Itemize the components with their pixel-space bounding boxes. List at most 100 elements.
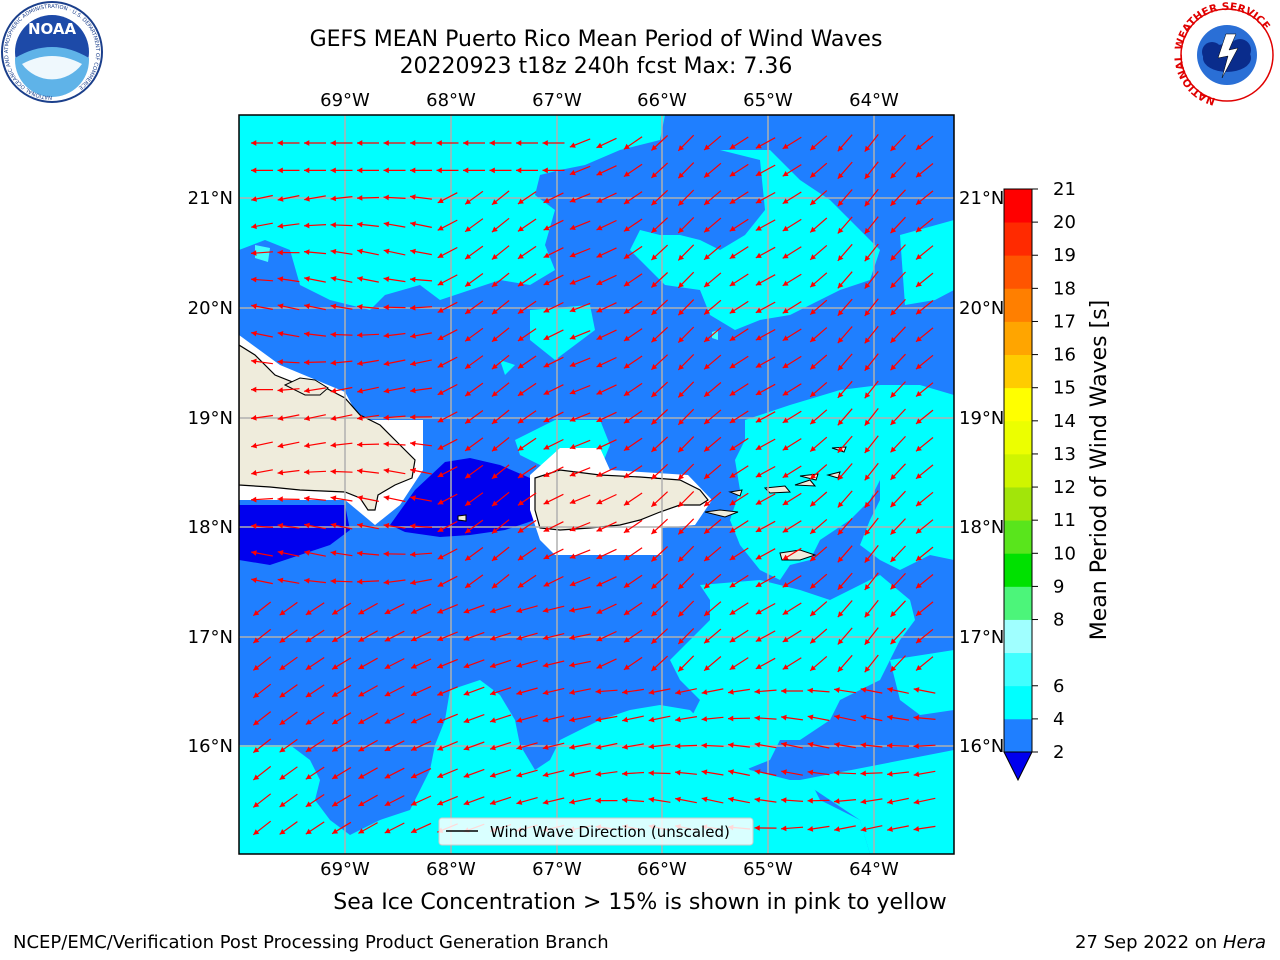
wind-wave-arrowhead [754,797,761,803]
wind-wave-arrowhead [517,390,524,396]
wind-wave-arrowhead [384,636,391,642]
wind-wave-arrowhead [810,144,816,151]
wind-wave-arrowhead [463,635,470,641]
wind-wave-arrowhead [358,636,365,642]
wind-wave-arrowhead [890,665,897,672]
lon-tick-bottom: 68°W [426,859,476,880]
wind-wave-arrowhead [465,555,472,561]
wind-wave-arrowhead [542,662,549,668]
wind-wave-arrowhead [491,363,498,370]
wind-wave-arrowhead [358,609,365,615]
wind-wave-arrowhead [410,167,416,174]
wind-wave-arrowhead [357,522,363,529]
wind-wave-arrowhead [913,771,920,777]
wind-wave-arrowhead [543,471,550,477]
wind-wave-arrowhead [517,554,524,561]
wind-wave-arrowhead [437,608,444,614]
wind-wave-arrowhead [277,303,284,309]
wind-wave-arrowhead [916,665,922,671]
wind-wave-arrowhead [465,527,472,534]
wind-wave-arrowhead [383,194,389,201]
wind-wave-arrowhead [596,471,603,477]
colorbar-swatch [1004,222,1032,256]
wind-wave-arrowhead [675,743,681,749]
wind-wave-arrowhead [463,717,470,724]
wind-wave-arrowhead [837,227,844,234]
wind-wave-arrowhead [704,281,710,288]
wind-wave-arrowhead [490,744,496,751]
wind-wave-arrowhead [410,440,416,447]
wind-wave-arrowhead [542,799,549,805]
wind-wave-arrowhead [251,386,257,393]
wind-wave-arrowhead [491,582,498,589]
wind-wave-arrowhead [465,226,472,232]
wind-wave-arrowhead [782,143,789,149]
wind-wave-arrowhead [623,527,630,533]
wind-wave-arrowhead [358,800,365,806]
wind-wave-arrowhead [463,608,470,614]
wind-wave-arrowhead [837,255,844,261]
wind-wave-arrowhead [436,167,442,174]
wind-wave-arrowhead [916,226,922,233]
wind-wave-arrowhead [569,252,576,258]
wind-wave-arrowhead [437,389,444,395]
nws-logo-icon: NATIONAL WEATHER SERVICE [1173,1,1274,107]
wind-wave-arrowhead [357,304,363,310]
wind-wave-arrowhead [834,826,840,832]
lat-tick-left: 21°N [188,188,233,209]
wind-wave-arrowhead [543,526,550,532]
lat-tick-right: 16°N [959,736,1004,757]
wind-wave-arrowhead [916,144,922,150]
wind-wave-arrowhead [330,387,337,394]
wind-wave-arrowhead [890,501,897,508]
wind-wave-arrowhead [251,358,257,365]
wind-wave-arrowhead [837,145,844,152]
wind-wave-arrowhead [330,195,337,202]
wind-wave-arrowhead [704,473,710,479]
wind-wave-arrowhead [782,554,789,560]
wind-wave-arrowhead [332,828,339,834]
wind-wave-arrowhead [516,689,523,696]
wind-wave-arrowhead [890,254,897,261]
host-name: Hera [1222,932,1266,953]
wind-wave-arrowhead [864,200,871,207]
wind-wave-arrowhead [517,198,524,204]
wind-wave-arrowhead [463,140,469,146]
wind-wave-arrowhead [623,226,630,232]
wind-wave-arrowhead [887,771,893,777]
wind-wave-arrowhead [330,248,337,255]
colorbar-tick-label: 9 [1053,576,1064,597]
wind-wave-arrowhead [251,250,257,256]
lon-tick-top: 69°W [320,90,370,111]
period-6-7s-regions [255,245,718,340]
wind-wave-arrowhead [596,416,603,422]
wind-wave-arrowhead [704,363,710,370]
wind-wave-arrowhead [810,199,816,205]
colorbar-tick-label: 21 [1053,179,1076,200]
colorbar-tick-label: 16 [1053,345,1076,366]
wind-wave-arrowhead [596,444,603,450]
wind-wave-arrowhead [305,609,312,615]
wind-wave-arrowhead [916,500,922,507]
wind-wave-arrowhead [916,391,922,397]
wind-wave-arrowhead [277,415,284,421]
wind-wave-arrowhead [305,774,312,780]
wind-wave-arrowhead [890,419,897,425]
wind-wave-arrowhead [383,468,390,474]
lon-ticks-bottom: 69°W 68°W 67°W 66°W 65°W 64°W [320,859,899,880]
wind-wave-arrowhead [384,828,391,834]
colorbar-tick-label: 14 [1053,411,1076,432]
wind-wave-arrowhead [755,170,762,176]
wind-wave-arrowhead [651,555,658,562]
wind-wave-arrowhead [465,418,472,424]
wind-wave-arrowhead [542,634,549,641]
wind-wave-arrowhead [729,527,736,533]
wind-wave-arrowhead [411,773,417,779]
map-frame [238,114,955,855]
wind-wave-arrowhead [357,332,363,338]
lat-ticks-left: 21°N 20°N 19°N 18°N 17°N 16°N [188,188,233,757]
lat-tick-right: 20°N [959,298,1004,319]
wind-wave-arrowhead [542,771,549,778]
wind-wave-arrowhead [357,578,363,585]
